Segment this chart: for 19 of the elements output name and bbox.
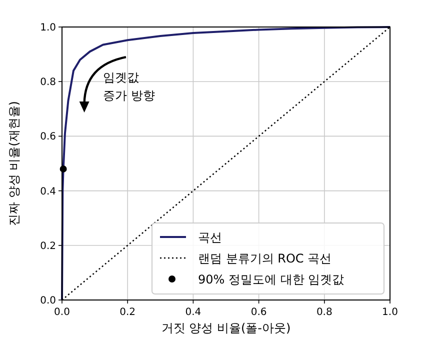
y-tick-label: 0.2 bbox=[40, 240, 56, 252]
y-axis-title: 진짜 양성 비율(재현율) bbox=[7, 101, 21, 226]
legend-label: 90% 정밀도에 대한 임곗값 bbox=[198, 272, 344, 286]
x-tick-label: 1.0 bbox=[382, 307, 398, 318]
y-tick-label: 1.0 bbox=[40, 22, 56, 34]
x-tick-label: 0.4 bbox=[185, 307, 202, 318]
annotation: 임곗값 증가 방향 bbox=[103, 70, 155, 103]
y-tick-label: 0.8 bbox=[40, 77, 56, 88]
x-tick-label: 0.2 bbox=[120, 307, 136, 318]
y-tick-label: 0.0 bbox=[40, 296, 56, 306]
x-axis-title: 거짓 양성 비율(폴-아웃) bbox=[161, 321, 291, 335]
legend-label: 랜덤 분류기의 ROC 곡선 bbox=[198, 252, 332, 266]
x-tick-label: 0.0 bbox=[54, 307, 70, 318]
legend-label: 곡선 bbox=[198, 230, 222, 244]
x-tick-label: 0.6 bbox=[250, 307, 267, 318]
line-series bbox=[61, 26, 391, 301]
y-tick-label: 0.4 bbox=[40, 186, 56, 198]
x-tick-label: 0.8 bbox=[316, 307, 332, 318]
y-tick-label: 0.6 bbox=[40, 132, 56, 143]
